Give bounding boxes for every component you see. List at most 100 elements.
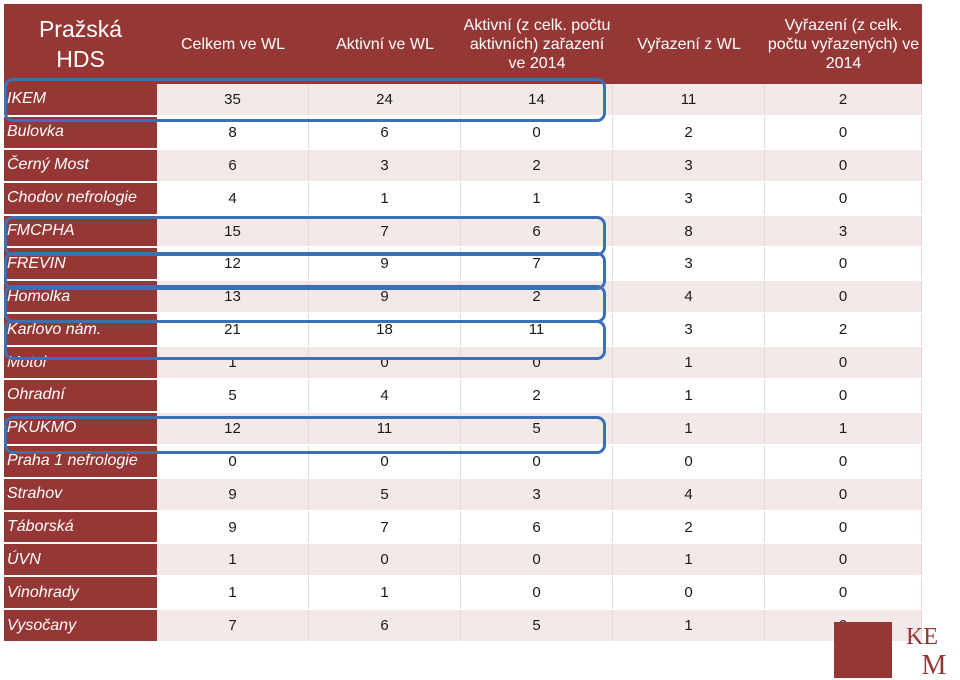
table-cell: 5 bbox=[461, 610, 613, 642]
table-cell: 3 bbox=[461, 478, 613, 510]
table-cell: 0 bbox=[461, 577, 613, 609]
table-cell: 5 bbox=[461, 412, 613, 444]
row-label: PKUKMO bbox=[4, 412, 157, 444]
table-row: Strahov 9 5 3 4 0 bbox=[4, 478, 922, 512]
table-cell: 3 bbox=[765, 215, 922, 247]
table-cell: 1 bbox=[157, 544, 309, 576]
table-cell: 11 bbox=[613, 84, 765, 115]
table-cell: 2 bbox=[765, 84, 922, 115]
table-cell: 13 bbox=[157, 281, 309, 313]
table-cell: 1 bbox=[765, 412, 922, 444]
title-line-1: Pražská bbox=[38, 16, 123, 42]
table-cell: 0 bbox=[461, 347, 613, 379]
table-cell: 0 bbox=[309, 445, 461, 477]
row-label: Bulovka bbox=[4, 116, 157, 148]
table-cell: 7 bbox=[157, 610, 309, 642]
table-row: Motol 1 0 0 1 0 bbox=[4, 347, 922, 381]
table-cell: 12 bbox=[157, 248, 309, 280]
table-cell: 0 bbox=[765, 380, 922, 411]
table-cell: 6 bbox=[157, 149, 309, 181]
table-cell: 18 bbox=[309, 314, 461, 346]
table-row: Homolka 13 9 2 4 0 bbox=[4, 281, 922, 315]
row-label: Praha 1 nefrologie bbox=[4, 445, 157, 477]
table-row: FMCPHA 15 7 6 8 3 bbox=[4, 215, 922, 249]
table-cell: 0 bbox=[765, 577, 922, 609]
table-cell: 0 bbox=[765, 544, 922, 576]
table-cell: 7 bbox=[309, 511, 461, 543]
table-cell: 2 bbox=[613, 511, 765, 543]
row-label: FREVIN bbox=[4, 248, 157, 280]
table-cell: 0 bbox=[309, 544, 461, 576]
table-cell: 0 bbox=[461, 445, 613, 477]
table-cell: 6 bbox=[309, 610, 461, 642]
row-label: IKEM bbox=[4, 84, 157, 115]
table-cell: 11 bbox=[461, 314, 613, 346]
table-cell: 0 bbox=[765, 511, 922, 543]
table-cell: 1 bbox=[613, 610, 765, 642]
table-cell: 0 bbox=[461, 116, 613, 148]
row-label: Vysočany bbox=[4, 610, 157, 642]
row-label: Motol bbox=[4, 347, 157, 379]
table-cell: 15 bbox=[157, 215, 309, 247]
table-cell: 9 bbox=[157, 478, 309, 510]
table-header: Pražská HDS Celkem ve WL Aktivní ve WL A… bbox=[4, 4, 922, 84]
table-body: IKEM 35 24 14 11 2 Bulovka 8 6 0 2 0 Černý Most 6 3 2 3 0… bbox=[4, 84, 922, 644]
table-row: Praha 1 nefrologie 0 0 0 0 0 bbox=[4, 445, 922, 479]
table-cell: 0 bbox=[613, 445, 765, 477]
table-cell: 4 bbox=[157, 182, 309, 214]
table-row: Vinohrady 1 1 0 0 0 bbox=[4, 577, 922, 611]
table-cell: 2 bbox=[765, 314, 922, 346]
table-cell: 1 bbox=[613, 412, 765, 444]
table-cell: 0 bbox=[461, 544, 613, 576]
table-cell: 3 bbox=[613, 182, 765, 214]
table-cell: 2 bbox=[461, 380, 613, 411]
table-cell: 1 bbox=[613, 544, 765, 576]
col-header-celkem: Celkem ve WL bbox=[180, 35, 286, 53]
col-header-vyrazeni-2014: Vyřazení (z celk. počtu vyřazených) ve 2… bbox=[767, 16, 920, 72]
table-cell: 0 bbox=[613, 577, 765, 609]
table-cell: 1 bbox=[613, 380, 765, 411]
table-row: Chodov nefrologie 4 1 1 3 0 bbox=[4, 182, 922, 216]
table-cell: 4 bbox=[613, 281, 765, 313]
table-cell: 1 bbox=[157, 577, 309, 609]
table-row: Bulovka 8 6 0 2 0 bbox=[4, 116, 922, 150]
row-label: Vinohrady bbox=[4, 577, 157, 609]
table-cell: 35 bbox=[157, 84, 309, 115]
table-cell: 1 bbox=[309, 577, 461, 609]
row-label: Strahov bbox=[4, 478, 157, 510]
table-cell: 0 bbox=[765, 149, 922, 181]
table-cell: 7 bbox=[461, 248, 613, 280]
table-cell: 0 bbox=[765, 478, 922, 510]
table-cell: 3 bbox=[613, 248, 765, 280]
table-cell: 0 bbox=[309, 347, 461, 379]
table-cell: 6 bbox=[461, 215, 613, 247]
table-cell: 9 bbox=[309, 281, 461, 313]
svg-text:KE: KE bbox=[906, 624, 938, 650]
row-label: Černý Most bbox=[4, 149, 157, 181]
table-cell: 2 bbox=[613, 116, 765, 148]
table-cell: 6 bbox=[309, 116, 461, 148]
table-row: Černý Most 6 3 2 3 0 bbox=[4, 149, 922, 183]
col-header-aktivni-2014: Aktivní (z celk. počtu aktivních) zařaze… bbox=[463, 16, 611, 72]
title-line-2: HDS bbox=[56, 46, 105, 72]
table-cell: 0 bbox=[765, 248, 922, 280]
row-label: Táborská bbox=[4, 511, 157, 543]
table-cell: 5 bbox=[157, 380, 309, 411]
table-row: PKUKMO 12 11 5 1 1 bbox=[4, 412, 922, 446]
row-label: FMCPHA bbox=[4, 215, 157, 247]
table-cell: 0 bbox=[157, 445, 309, 477]
table-cell: 1 bbox=[613, 347, 765, 379]
table-cell: 6 bbox=[461, 511, 613, 543]
table-cell: 7 bbox=[309, 215, 461, 247]
table-row: Karlovo nám. 21 18 11 3 2 bbox=[4, 314, 922, 348]
table-cell: 11 bbox=[309, 412, 461, 444]
row-label: Ohradní bbox=[4, 380, 157, 411]
table-cell: 8 bbox=[157, 116, 309, 148]
table-row: Táborská 9 7 6 2 0 bbox=[4, 511, 922, 545]
table-cell: 12 bbox=[157, 412, 309, 444]
table-cell: 4 bbox=[309, 380, 461, 411]
table-cell: 21 bbox=[157, 314, 309, 346]
table-cell: 0 bbox=[765, 182, 922, 214]
table-row: ÚVN 1 0 0 1 0 bbox=[4, 544, 922, 578]
row-label: Chodov nefrologie bbox=[4, 182, 157, 214]
